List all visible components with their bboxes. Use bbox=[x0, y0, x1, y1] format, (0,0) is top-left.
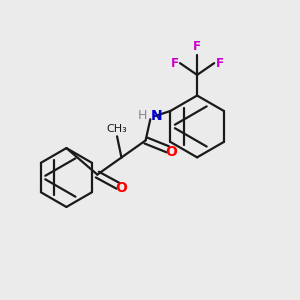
Text: F: F bbox=[193, 40, 201, 53]
Text: F: F bbox=[216, 57, 224, 70]
Text: F: F bbox=[171, 57, 178, 70]
Text: H: H bbox=[137, 109, 147, 122]
Text: N: N bbox=[150, 109, 162, 123]
Text: CH₃: CH₃ bbox=[107, 124, 128, 134]
Text: O: O bbox=[116, 181, 128, 195]
Text: O: O bbox=[165, 145, 177, 159]
